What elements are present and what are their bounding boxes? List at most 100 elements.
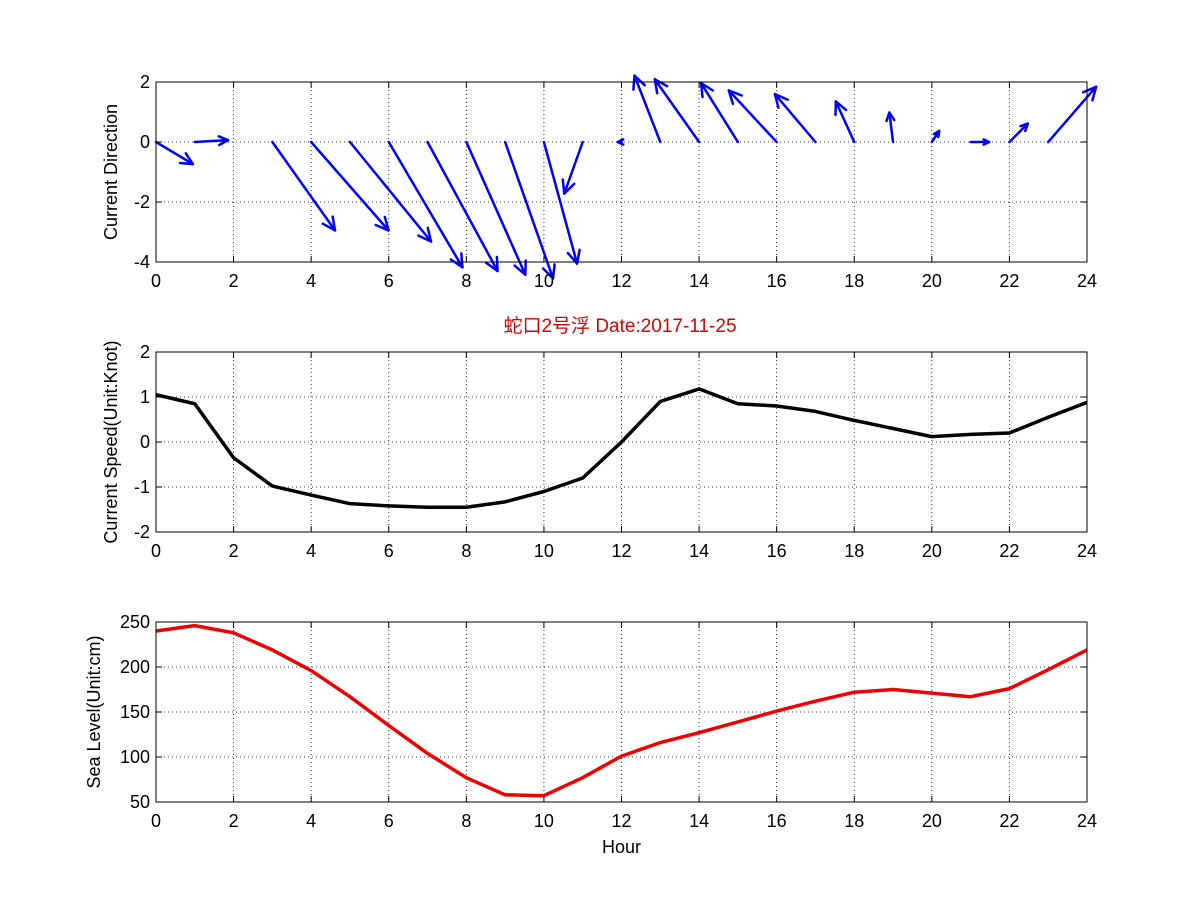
current-direction-arrow (653, 78, 701, 144)
current-speed-xtick-label: 8 (461, 541, 471, 561)
current-direction-arrow (154, 140, 195, 166)
current-speed-ytick-label: -2 (134, 522, 150, 542)
sea-level-ylabel: Sea Level(Unit:cm) (84, 635, 104, 788)
sea-level-xtick-label: 8 (461, 811, 471, 831)
current-direction-arrow-shaft (888, 111, 895, 144)
current-direction-arrow-shaft (727, 89, 778, 144)
current-direction-arrow-head (513, 259, 527, 276)
sea-level-xtick-label: 0 (151, 811, 161, 831)
current-direction-arrow-shaft (834, 100, 856, 144)
current-direction-xtick-label: 18 (844, 271, 864, 291)
current-direction-ytick-label: -2 (134, 192, 150, 212)
current-speed-xtick-label: 12 (611, 541, 631, 561)
current-direction-arrow (271, 140, 337, 232)
current-direction-xtick-label: 10 (534, 271, 554, 291)
current-direction-arrow-head (885, 111, 896, 123)
sea-level-xtick-label: 12 (611, 811, 631, 831)
current-direction-arrow (542, 140, 581, 265)
current-direction-arrow-head (566, 248, 581, 265)
sea-level-xtick-label: 6 (384, 811, 394, 831)
current-direction-xtick-label: 0 (151, 271, 161, 291)
current-direction-arrow-head (932, 129, 941, 139)
current-direction-arrow-shaft (503, 140, 555, 280)
current-direction-arrow-head (178, 152, 195, 166)
sea-level-series-line (155, 623, 1088, 798)
current-speed-xtick-label: 0 (151, 541, 161, 561)
current-direction-arrow-head (773, 92, 789, 109)
current-direction-arrow-shaft (542, 140, 579, 265)
current-direction-xtick-label: 22 (999, 271, 1019, 291)
current-direction-arrow (834, 100, 856, 144)
current-direction-arrow-shaft (154, 140, 195, 166)
current-direction-arrow-shaft (1046, 85, 1098, 144)
current-direction-arrow (727, 89, 778, 144)
current-speed-ytick-label: -1 (134, 477, 150, 497)
current-direction-arrow-shaft (699, 81, 740, 144)
current-speed-xtick-label: 24 (1077, 541, 1097, 561)
current-direction-arrow (503, 140, 556, 280)
sea-level-xtick-label: 16 (767, 811, 787, 831)
current-direction-arrow-shaft (309, 140, 390, 232)
current-direction-arrow-head (561, 178, 576, 195)
current-direction-arrow-shaft (271, 140, 337, 232)
current-direction-xtick-label: 16 (767, 271, 787, 291)
sea-level-ytick-label: 200 (120, 657, 150, 677)
sea-level-xtick-label: 2 (229, 811, 239, 831)
current-direction-ytick-label: 0 (140, 132, 150, 152)
current-direction-arrow-shaft (1008, 122, 1030, 144)
current-direction-arrow-shaft (633, 74, 662, 144)
current-speed-xtick-label: 4 (306, 541, 316, 561)
sea-level-xlabel: Hour (602, 837, 641, 857)
current-direction-xtick-label: 8 (461, 271, 471, 291)
current-direction-arrow-shaft (387, 140, 464, 269)
current-direction-arrow-head (417, 226, 433, 243)
current-direction-arrow (616, 138, 625, 146)
current-direction-arrow-head (616, 138, 625, 146)
sea-level-xtick-label: 18 (844, 811, 864, 831)
current-direction-arrow (193, 135, 230, 147)
sea-level-ytick-label: 250 (120, 612, 150, 632)
current-direction-arrow-shaft (193, 138, 230, 144)
current-direction-arrow-head (699, 81, 715, 99)
current-direction-arrow (699, 81, 740, 144)
sea-level-ytick-label: 50 (130, 792, 150, 812)
current-speed-ytick-label: 1 (140, 387, 150, 407)
current-direction-ylabel: Current Direction (101, 104, 121, 240)
current-direction-ytick-label: 2 (140, 72, 150, 92)
current-direction-arrow (309, 140, 390, 232)
current-speed-ytick-label: 2 (140, 342, 150, 362)
current-speed-xtick-label: 16 (767, 541, 787, 561)
current-speed-xtick-label: 2 (229, 541, 239, 561)
current-direction-xtick-label: 20 (922, 271, 942, 291)
current-speed-xtick-label: 22 (999, 541, 1019, 561)
current-direction-arrow-head (541, 263, 556, 280)
current-speed-xtick-label: 10 (534, 541, 554, 561)
current-direction-arrow-head (727, 89, 744, 106)
current-direction-xtick-label: 2 (229, 271, 239, 291)
current-speed-ytick-label: 0 (140, 432, 150, 452)
current-direction-arrow (969, 138, 991, 146)
current-direction-xtick-label: 4 (306, 271, 316, 291)
current-direction-arrow-shaft (465, 140, 527, 276)
sea-level-xtick-label: 4 (306, 811, 316, 831)
sea-level-xtick-label: 10 (534, 811, 554, 831)
current-direction-arrow-shaft (653, 78, 701, 144)
current-speed-xtick-label: 6 (384, 541, 394, 561)
current-direction-arrow-head (321, 215, 337, 232)
sea-level-ytick-label: 150 (120, 702, 150, 722)
current-direction-arrow (348, 140, 433, 243)
sea-level-xtick-label: 24 (1077, 811, 1097, 831)
current-direction-xtick-label: 24 (1077, 271, 1097, 291)
current-direction-arrow (465, 140, 527, 276)
sea-level-xtick-label: 14 (689, 811, 709, 831)
current-direction-arrow-head (982, 138, 991, 146)
sea-level-xtick-label: 20 (922, 811, 942, 831)
current-speed-xtick-label: 20 (922, 541, 942, 561)
current-direction-arrow (1046, 85, 1098, 144)
current-direction-arrow-head (834, 100, 848, 117)
figure-title: 蛇口2号浮 Date:2017-11-25 (503, 315, 736, 337)
current-speed-xtick-label: 14 (689, 541, 709, 561)
current-direction-arrow (773, 92, 817, 144)
